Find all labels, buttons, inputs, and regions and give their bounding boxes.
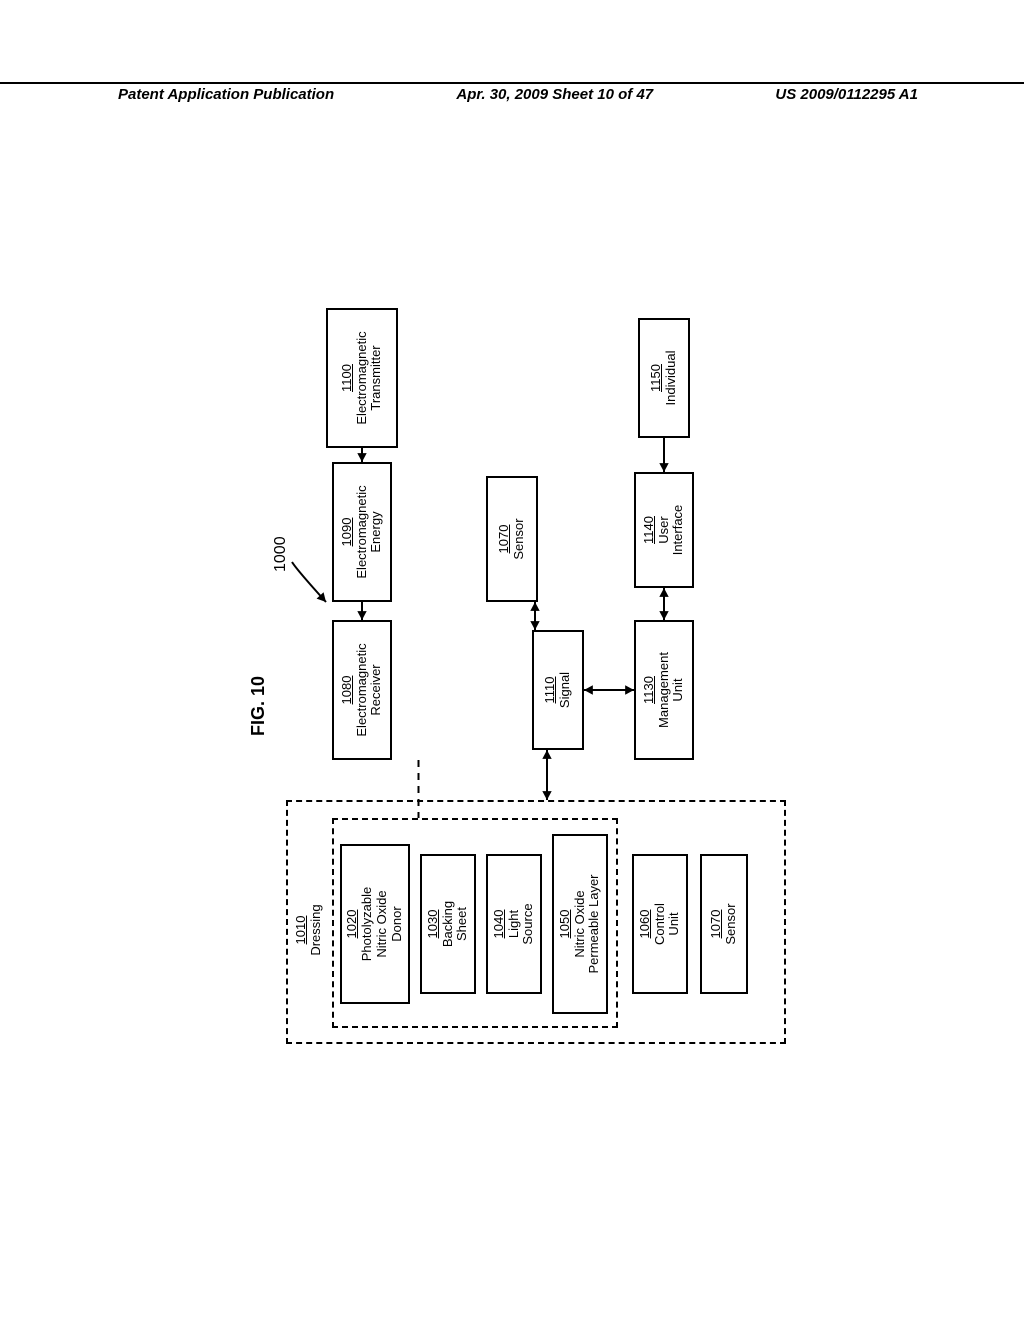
node-em_recv-label: Electromagnetic bbox=[355, 643, 370, 736]
node-backing: 1030BackingSheet bbox=[420, 854, 476, 994]
node-sensorB-ref: 1070 bbox=[497, 525, 512, 554]
node-sensorA-ref: 1070 bbox=[709, 910, 724, 939]
node-signal-ref: 1110 bbox=[543, 677, 558, 704]
node-ui-label: User bbox=[657, 516, 672, 543]
node-permeable-label: Permeable Layer bbox=[587, 875, 602, 974]
node-permeable-ref: 1050 bbox=[558, 910, 573, 939]
node-ctrl-label: Unit bbox=[667, 912, 682, 935]
header-right: US 2009/0112295 A1 bbox=[775, 86, 1024, 103]
node-em_tx: 1100ElectromagneticTransmitter bbox=[326, 308, 398, 448]
node-backing-label: Backing bbox=[441, 901, 456, 947]
node-sensorA: 1070Sensor bbox=[700, 854, 748, 994]
header-left: Patent Application Publication bbox=[0, 86, 334, 103]
node-ctrl: 1060ControlUnit bbox=[632, 854, 688, 994]
node-indiv-label: Individual bbox=[664, 351, 679, 406]
page-header: Patent Application Publication Apr. 30, … bbox=[0, 82, 1024, 103]
node-em_tx-label: Transmitter bbox=[369, 345, 384, 410]
node-sensorB: 1070Sensor bbox=[486, 476, 538, 602]
node-indiv-ref: 1150 bbox=[649, 364, 664, 392]
node-permeable: 1050Nitric OxidePermeable Layer bbox=[552, 834, 608, 1014]
node-donor-label: Nitric Oxide bbox=[375, 890, 390, 957]
node-dressing-ref: 1010 bbox=[294, 916, 309, 945]
node-signal: 1110Signal bbox=[532, 630, 584, 750]
node-em_energy-ref: 1090 bbox=[340, 518, 355, 547]
node-donor-ref: 1020 bbox=[345, 910, 360, 939]
node-donor-label: Donor bbox=[390, 906, 405, 941]
node-mgmt: 1130ManagementUnit bbox=[634, 620, 694, 760]
node-em_energy-label: Energy bbox=[369, 511, 384, 552]
node-em_recv-label: Receiver bbox=[369, 664, 384, 715]
node-em_tx-ref: 1100 bbox=[340, 364, 355, 392]
node-em_energy-label: Electromagnetic bbox=[355, 485, 370, 578]
node-signal-label: Signal bbox=[558, 672, 573, 708]
node-mgmt-ref: 1130 bbox=[642, 676, 657, 704]
node-light-ref: 1040 bbox=[492, 910, 507, 939]
node-donor-label: Photolyzable bbox=[360, 887, 375, 961]
node-permeable-label: Nitric Oxide bbox=[573, 890, 588, 957]
node-light: 1040LightSource bbox=[486, 854, 542, 994]
node-dressing-label: Dressing bbox=[309, 904, 324, 955]
node-em_energy: 1090ElectromagneticEnergy bbox=[332, 462, 392, 602]
node-em_tx-label: Electromagnetic bbox=[355, 331, 370, 424]
node-donor: 1020PhotolyzableNitric OxideDonor bbox=[340, 844, 410, 1004]
header-center: Apr. 30, 2009 Sheet 10 of 47 bbox=[456, 86, 653, 103]
figure-canvas: FIG. 10 1000 1010Dressing 1020Photolyzabl… bbox=[232, 350, 792, 1050]
node-ui: 1140UserInterface bbox=[634, 472, 694, 588]
node-light-label: Source bbox=[521, 903, 536, 944]
node-dressing: 1010Dressing bbox=[294, 870, 324, 990]
figure-label: FIG. 10 bbox=[248, 676, 269, 736]
node-ui-label: Interface bbox=[671, 505, 686, 556]
node-ctrl-ref: 1060 bbox=[638, 910, 653, 939]
node-em_recv-ref: 1080 bbox=[340, 676, 355, 705]
node-sensorA-label: Sensor bbox=[724, 903, 739, 944]
node-backing-label: Sheet bbox=[455, 907, 470, 941]
system-ref: 1000 bbox=[272, 536, 290, 572]
node-sensorB-label: Sensor bbox=[512, 518, 527, 559]
node-mgmt-label: Unit bbox=[671, 678, 686, 701]
node-em_recv: 1080ElectromagneticReceiver bbox=[332, 620, 392, 760]
node-ui-ref: 1140 bbox=[642, 516, 657, 544]
node-light-label: Light bbox=[507, 910, 522, 938]
node-backing-ref: 1030 bbox=[426, 910, 441, 939]
node-indiv: 1150Individual bbox=[638, 318, 690, 438]
node-ctrl-label: Control bbox=[653, 903, 668, 945]
node-mgmt-label: Management bbox=[657, 652, 672, 728]
